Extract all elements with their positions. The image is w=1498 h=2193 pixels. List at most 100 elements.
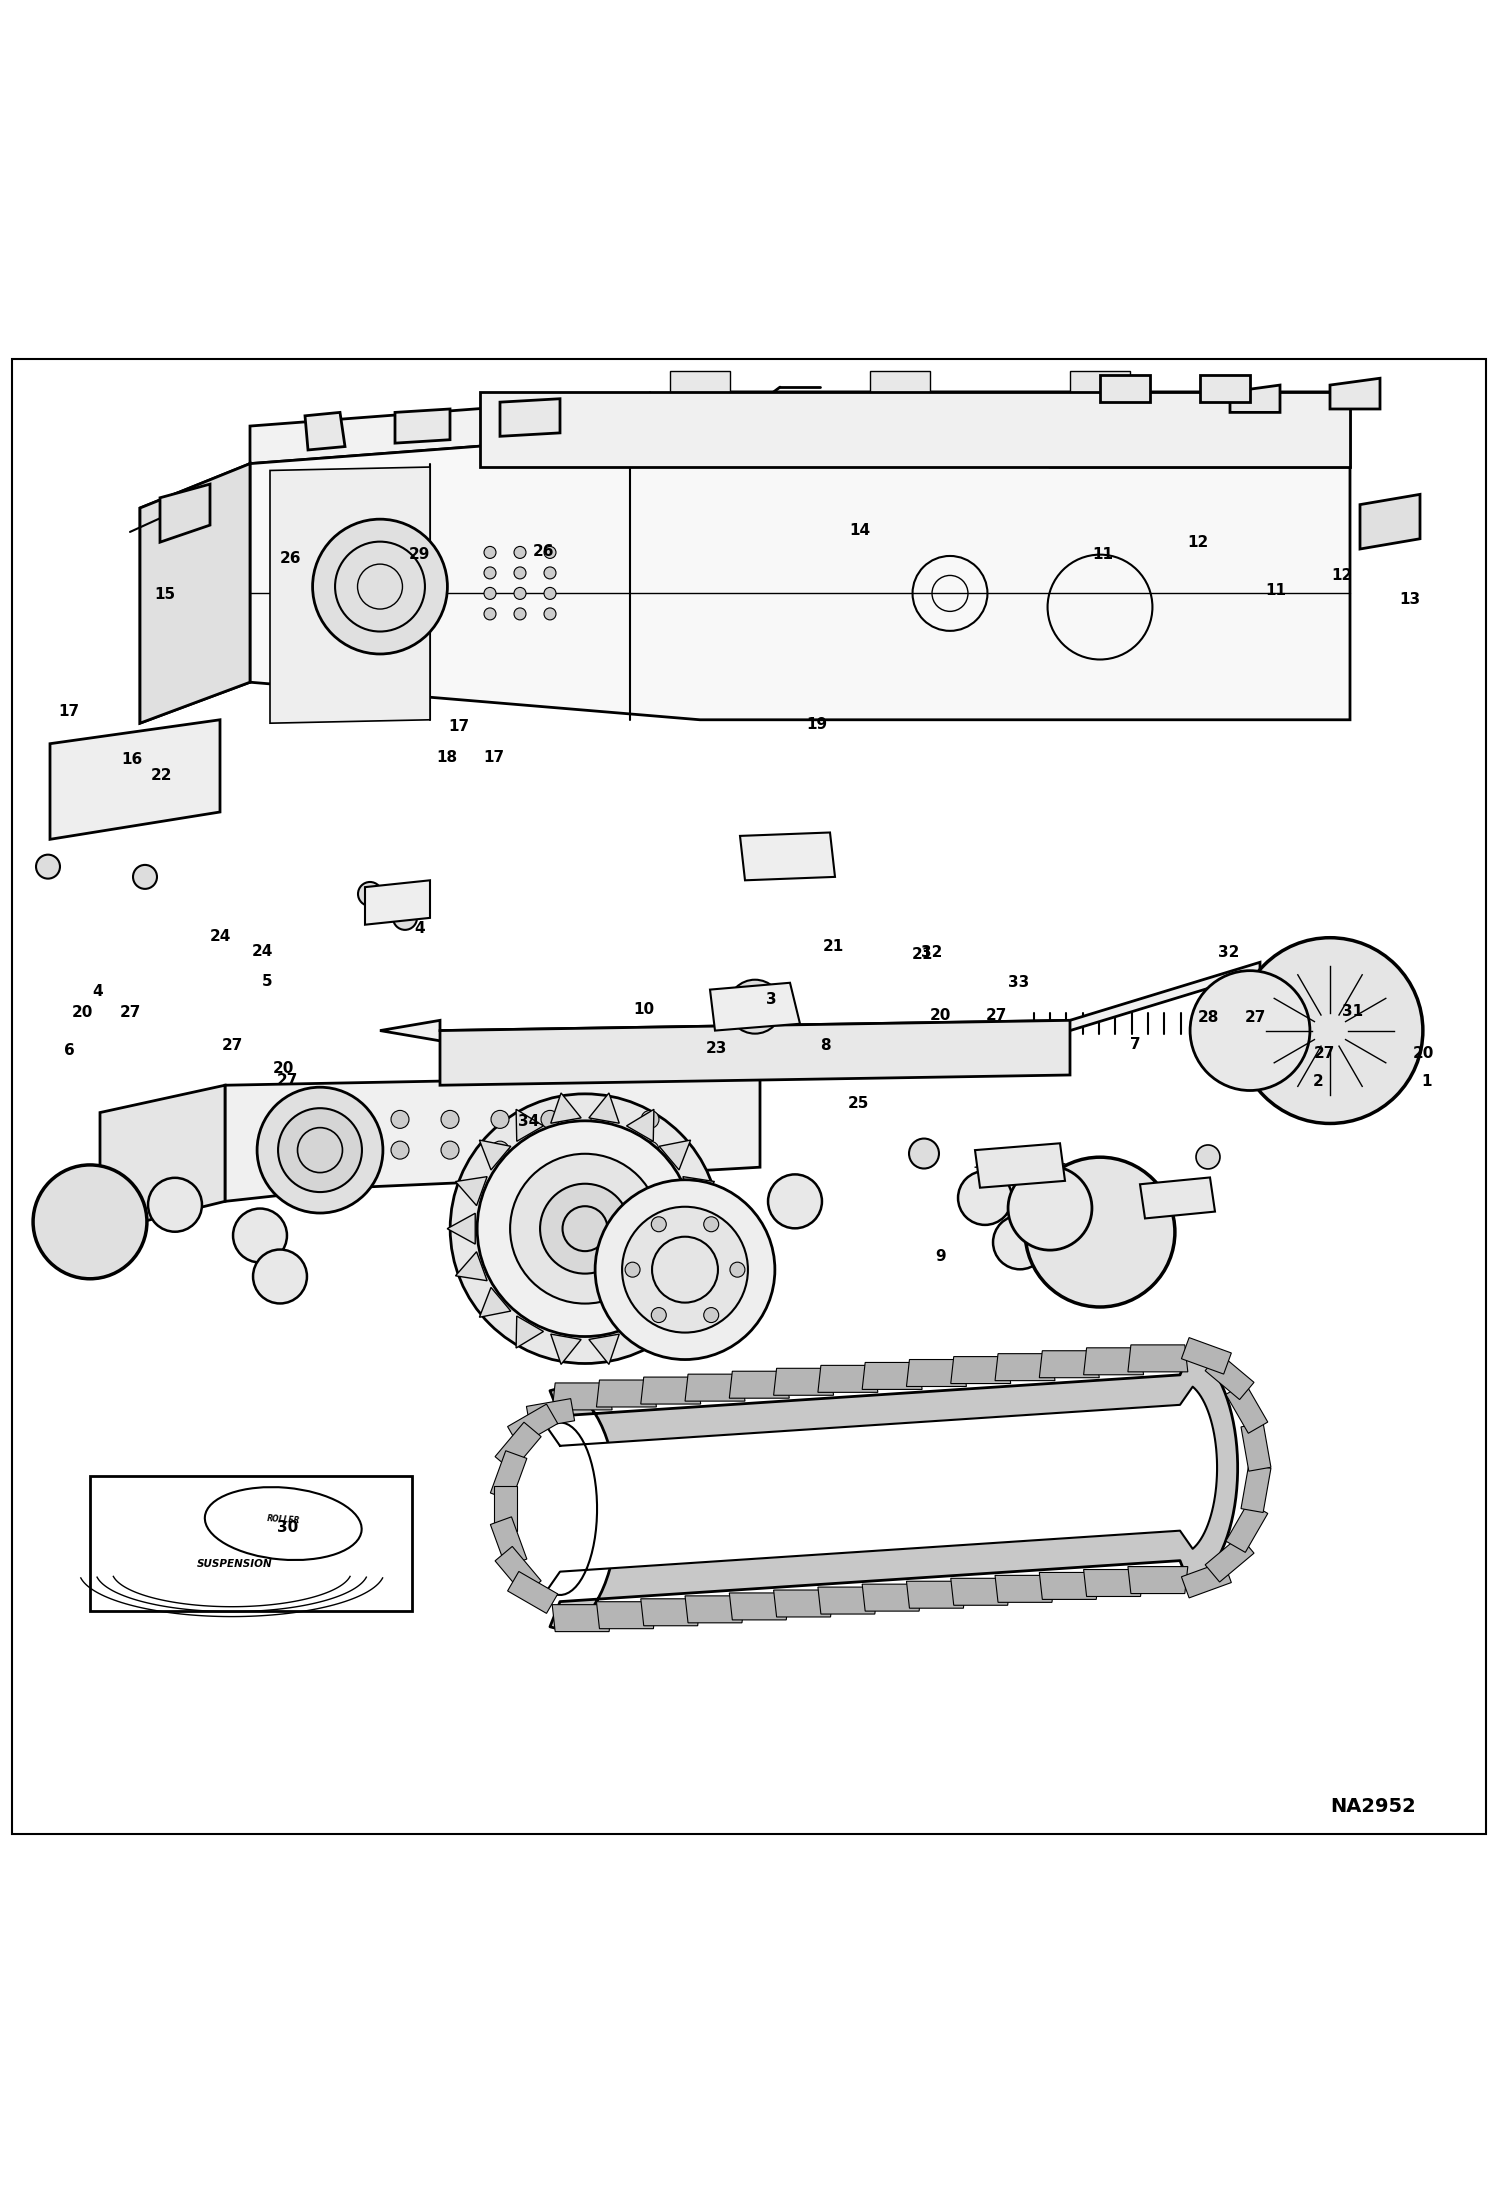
Polygon shape — [455, 1178, 487, 1206]
Polygon shape — [100, 1086, 225, 1232]
Polygon shape — [659, 1287, 691, 1318]
Circle shape — [392, 906, 416, 930]
Polygon shape — [863, 1583, 923, 1612]
Circle shape — [592, 1140, 610, 1160]
Circle shape — [70, 1202, 109, 1241]
Text: 16: 16 — [121, 752, 142, 768]
Text: 26: 26 — [533, 544, 554, 559]
Polygon shape — [773, 1590, 833, 1616]
Text: 9: 9 — [935, 1250, 947, 1265]
Circle shape — [1237, 939, 1423, 1123]
Text: 20: 20 — [273, 1061, 294, 1075]
Polygon shape — [1100, 375, 1150, 401]
Circle shape — [641, 1110, 659, 1129]
Circle shape — [592, 1110, 610, 1129]
Circle shape — [514, 588, 526, 599]
Text: 11: 11 — [1266, 583, 1287, 599]
Text: 27: 27 — [222, 1037, 243, 1053]
Polygon shape — [250, 417, 1350, 719]
Polygon shape — [1083, 1349, 1143, 1375]
Text: 20: 20 — [930, 1009, 951, 1024]
Polygon shape — [49, 719, 220, 840]
Polygon shape — [1182, 1561, 1231, 1599]
Polygon shape — [395, 408, 449, 443]
Circle shape — [279, 1107, 363, 1193]
Circle shape — [91, 776, 109, 794]
Circle shape — [1008, 1167, 1092, 1250]
Circle shape — [544, 588, 556, 599]
Polygon shape — [1330, 377, 1380, 408]
Circle shape — [544, 607, 556, 621]
Polygon shape — [589, 1092, 619, 1123]
Polygon shape — [1240, 1423, 1270, 1472]
Circle shape — [1026, 1184, 1074, 1232]
Circle shape — [342, 1110, 360, 1129]
Circle shape — [484, 568, 496, 579]
Circle shape — [1195, 1145, 1219, 1169]
Text: 26: 26 — [280, 550, 301, 566]
Bar — [670, 371, 730, 417]
Polygon shape — [710, 982, 800, 1031]
Circle shape — [133, 864, 157, 888]
Circle shape — [514, 568, 526, 579]
Ellipse shape — [205, 1487, 361, 1559]
Polygon shape — [1128, 1566, 1188, 1594]
Text: 12: 12 — [1332, 568, 1353, 583]
Polygon shape — [641, 1377, 701, 1404]
Polygon shape — [596, 1379, 656, 1408]
Circle shape — [391, 1110, 409, 1129]
Polygon shape — [551, 1333, 581, 1364]
Text: 12: 12 — [1188, 535, 1209, 550]
Text: 33: 33 — [1008, 976, 1029, 991]
Text: 20: 20 — [72, 1004, 93, 1020]
Circle shape — [625, 1263, 640, 1276]
Text: 30: 30 — [277, 1520, 298, 1535]
Polygon shape — [448, 1213, 475, 1243]
Polygon shape — [1225, 1502, 1267, 1553]
Text: 32: 32 — [921, 945, 942, 961]
Polygon shape — [685, 1597, 745, 1623]
Circle shape — [1047, 1180, 1152, 1285]
Text: 32: 32 — [1218, 945, 1239, 961]
Text: 6: 6 — [63, 1042, 75, 1057]
Polygon shape — [1140, 1178, 1215, 1219]
Polygon shape — [380, 963, 1260, 1042]
Text: 17: 17 — [448, 719, 469, 735]
Circle shape — [652, 1217, 667, 1232]
Text: 7: 7 — [1129, 1037, 1141, 1053]
Polygon shape — [1225, 1384, 1267, 1434]
Polygon shape — [160, 485, 210, 542]
Text: 24: 24 — [210, 928, 231, 943]
Circle shape — [1189, 971, 1309, 1090]
Circle shape — [541, 1140, 559, 1160]
Text: 13: 13 — [1399, 592, 1420, 607]
Polygon shape — [596, 1601, 656, 1629]
Circle shape — [993, 1215, 1047, 1270]
Polygon shape — [550, 1349, 1237, 1629]
Polygon shape — [683, 1178, 715, 1206]
Text: 17: 17 — [484, 750, 505, 765]
Circle shape — [258, 1088, 383, 1213]
Polygon shape — [479, 1140, 511, 1169]
Circle shape — [704, 1307, 719, 1322]
Circle shape — [1263, 963, 1398, 1099]
Text: 31: 31 — [1342, 1004, 1363, 1018]
Polygon shape — [250, 393, 1350, 467]
Polygon shape — [1200, 375, 1249, 401]
Circle shape — [130, 776, 148, 794]
Polygon shape — [1230, 386, 1279, 412]
Polygon shape — [975, 1143, 1065, 1189]
Polygon shape — [494, 1423, 541, 1472]
Polygon shape — [659, 1140, 691, 1169]
Polygon shape — [517, 1316, 544, 1349]
Polygon shape — [517, 1110, 544, 1140]
Polygon shape — [494, 1546, 541, 1594]
Circle shape — [652, 1307, 667, 1322]
Circle shape — [52, 1184, 127, 1259]
Polygon shape — [139, 463, 250, 724]
Circle shape — [1288, 989, 1372, 1072]
Text: 27: 27 — [1314, 1046, 1335, 1061]
Polygon shape — [1206, 1535, 1254, 1581]
Bar — [870, 371, 930, 417]
Circle shape — [491, 1140, 509, 1160]
